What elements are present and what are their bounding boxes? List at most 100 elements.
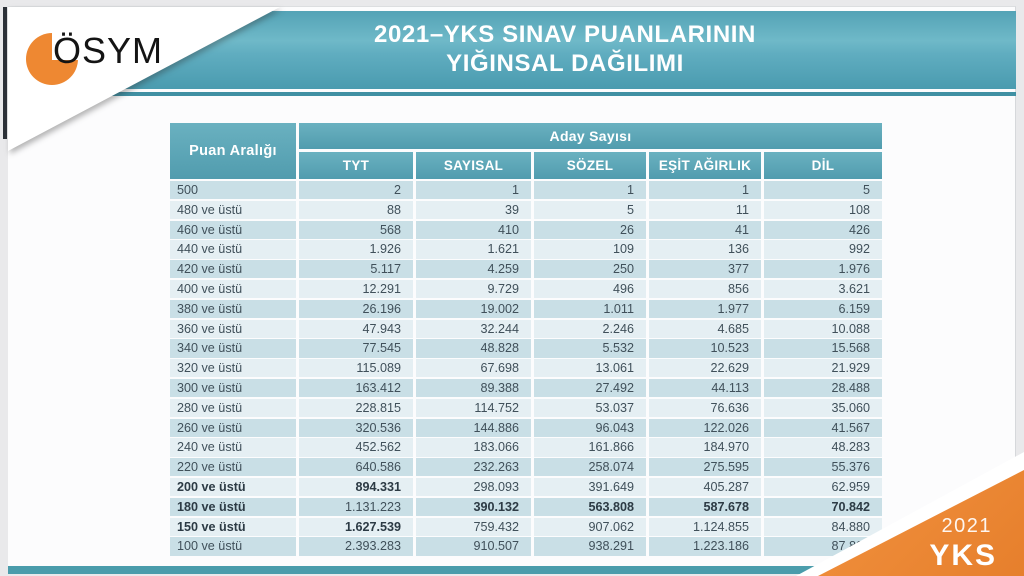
table-row: 440 ve üstü 1.926 1.621 109 136 992 <box>170 240 882 259</box>
column-header: SAYISAL <box>416 152 531 179</box>
value-cell: 161.866 <box>534 438 646 457</box>
logo-panel: ÖSYM <box>8 7 280 151</box>
value-cell: 144.886 <box>416 418 531 437</box>
row-label: 320 ve üstü <box>170 359 296 378</box>
value-cell: 122.026 <box>649 418 761 437</box>
value-cell: 1.926 <box>299 240 413 259</box>
column-group-header-aday-sayisi: Aday Sayısı <box>299 123 882 149</box>
value-cell: 47.943 <box>299 319 413 338</box>
table-row: 180 ve üstü 1.131.223 390.132 563.808 587.6… <box>170 497 882 517</box>
value-cell: 10.523 <box>649 339 761 358</box>
table-row: 260 ve üstü 320.536 144.886 96.043 122.026 4… <box>170 418 882 437</box>
value-cell: 1.627.539 <box>299 517 413 536</box>
value-cell: 48.828 <box>416 339 531 358</box>
value-cell: 496 <box>534 279 646 299</box>
value-cell: 640.586 <box>299 458 413 477</box>
value-cell: 27.492 <box>534 378 646 398</box>
value-cell: 1.976 <box>764 260 882 279</box>
value-cell: 41.567 <box>764 418 882 437</box>
table-row: 400 ve üstü 12.291 9.729 496 856 3.621 <box>170 279 882 299</box>
value-cell: 108 <box>764 200 882 220</box>
row-label: 360 ve üstü <box>170 319 296 338</box>
table-row: 380 ve üstü 26.196 19.002 1.011 1.977 6.159 <box>170 299 882 319</box>
row-label: 100 ve üstü <box>170 537 296 556</box>
value-cell: 1.977 <box>649 299 761 319</box>
corner-year-label: 2021 <box>941 515 992 537</box>
title-line-2: YIĞINSAL DAĞILIMI <box>446 50 684 77</box>
value-cell: 21.929 <box>764 359 882 378</box>
value-cell: 377 <box>649 260 761 279</box>
value-cell: 55.376 <box>764 458 882 477</box>
row-label: 240 ve üstü <box>170 438 296 457</box>
value-cell: 759.432 <box>416 517 531 536</box>
value-cell: 10.088 <box>764 319 882 338</box>
column-header: DİL <box>764 152 882 179</box>
osym-logo-notch <box>52 33 79 60</box>
value-cell: 70.842 <box>764 497 882 517</box>
table-row: 420 ve üstü 5.117 4.259 250 377 1.976 <box>170 260 882 279</box>
row-label: 280 ve üstü <box>170 398 296 418</box>
value-cell: 390.132 <box>416 497 531 517</box>
value-cell: 115.089 <box>299 359 413 378</box>
value-cell: 26 <box>534 220 646 239</box>
value-cell: 1 <box>416 181 531 200</box>
value-cell: 184.970 <box>649 438 761 457</box>
value-cell: 894.331 <box>299 477 413 497</box>
row-label: 260 ve üstü <box>170 418 296 437</box>
title-line-1: 2021–YKS SINAV PUANLARININ <box>374 21 756 48</box>
value-cell: 183.066 <box>416 438 531 457</box>
value-cell: 163.412 <box>299 378 413 398</box>
row-label: 150 ve üstü <box>170 517 296 536</box>
value-cell: 15.568 <box>764 339 882 358</box>
value-cell: 250 <box>534 260 646 279</box>
table-row: 240 ve üstü 452.562 183.066 161.866 184.970… <box>170 438 882 457</box>
value-cell: 232.263 <box>416 458 531 477</box>
table-row: 150 ve üstü 1.627.539 759.432 907.062 1.124… <box>170 517 882 536</box>
bottom-accent-bar <box>8 566 1016 574</box>
table-header: Puan Aralığı Aday Sayısı TYT SAYISAL SÖZEL… <box>170 123 882 179</box>
value-cell: 4.685 <box>649 319 761 338</box>
page-title: 2021–YKS SINAV PUANLARININ YIĞINSAL DAĞI… <box>255 20 875 78</box>
table-row: 280 ve üstü 228.815 114.752 53.037 76.636 35… <box>170 398 882 418</box>
row-label: 200 ve üstü <box>170 477 296 497</box>
table-row: 200 ve üstü 894.331 298.093 391.649 405.287… <box>170 477 882 497</box>
row-label: 180 ve üstü <box>170 497 296 517</box>
column-header-puan-araligi: Puan Aralığı <box>170 123 296 179</box>
value-cell: 856 <box>649 279 761 299</box>
row-label: 400 ve üstü <box>170 279 296 299</box>
value-cell: 13.061 <box>534 359 646 378</box>
value-cell: 1.124.855 <box>649 517 761 536</box>
value-cell: 84.880 <box>764 517 882 536</box>
table-row: 320 ve üstü 115.089 67.698 13.061 22.629 21.… <box>170 359 882 378</box>
value-cell: 320.536 <box>299 418 413 437</box>
value-cell: 1 <box>534 181 646 200</box>
table-header-right: Aday Sayısı TYT SAYISAL SÖZEL EŞİT AĞIRLIK D… <box>299 123 882 179</box>
value-cell: 258.074 <box>534 458 646 477</box>
table-subheader-row: TYT SAYISAL SÖZEL EŞİT AĞIRLIK DİL <box>299 152 882 179</box>
value-cell: 35.060 <box>764 398 882 418</box>
value-cell: 5 <box>534 200 646 220</box>
value-cell: 910.507 <box>416 537 531 556</box>
value-cell: 22.629 <box>649 359 761 378</box>
value-cell: 41 <box>649 220 761 239</box>
value-cell: 992 <box>764 240 882 259</box>
value-cell: 275.595 <box>649 458 761 477</box>
logo-panel-shape: ÖSYM <box>8 7 280 151</box>
value-cell: 3.621 <box>764 279 882 299</box>
value-cell: 1.131.223 <box>299 497 413 517</box>
row-label: 480 ve üstü <box>170 200 296 220</box>
value-cell: 28.488 <box>764 378 882 398</box>
value-cell: 109 <box>534 240 646 259</box>
row-label: 220 ve üstü <box>170 458 296 477</box>
value-cell: 19.002 <box>416 299 531 319</box>
value-cell: 563.808 <box>534 497 646 517</box>
value-cell: 426 <box>764 220 882 239</box>
row-label: 380 ve üstü <box>170 299 296 319</box>
value-cell: 89.388 <box>416 378 531 398</box>
value-cell: 228.815 <box>299 398 413 418</box>
value-cell: 907.062 <box>534 517 646 536</box>
value-cell: 1.621 <box>416 240 531 259</box>
